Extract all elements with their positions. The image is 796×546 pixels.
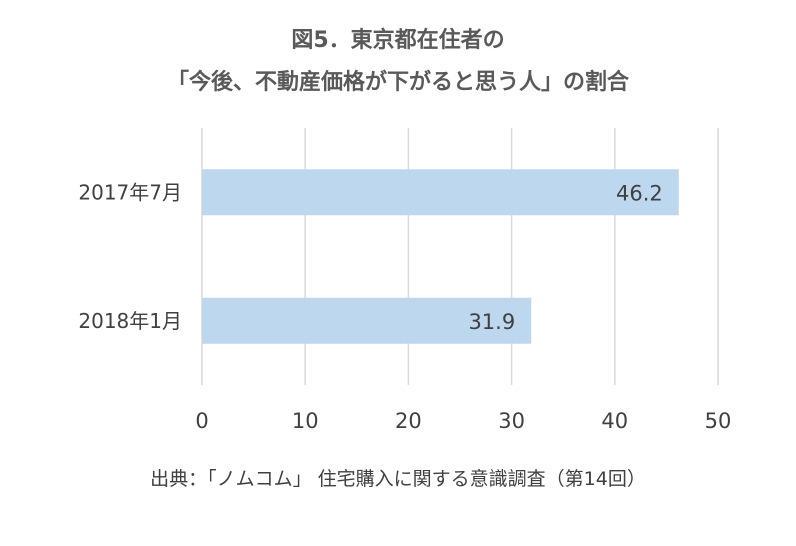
bar-1 — [202, 297, 532, 344]
category-label-0: 2017年7月 — [78, 180, 182, 204]
data-label-0: 46.2 — [616, 181, 663, 205]
x-tick-label-2: 20 — [395, 409, 422, 433]
chart-title-line-1: 図5．東京都在住者の — [291, 28, 505, 53]
x-tick-label-0: 0 — [195, 409, 208, 433]
bar-0 — [202, 169, 679, 216]
category-label-1: 2018年1月 — [78, 309, 182, 333]
x-tick-label-4: 40 — [601, 409, 628, 433]
source-note: 出典：「ノムコム」 住宅購入に関する意識調査（第14回） — [150, 468, 646, 490]
x-tick-label-1: 10 — [292, 409, 319, 433]
chart-title-line-2: 「今後、不動産価格が下がると思う人」の割合 — [166, 70, 629, 95]
data-label-1: 31.9 — [468, 310, 515, 334]
x-tick-label-3: 30 — [498, 409, 525, 433]
x-tick-label-5: 50 — [705, 409, 732, 433]
